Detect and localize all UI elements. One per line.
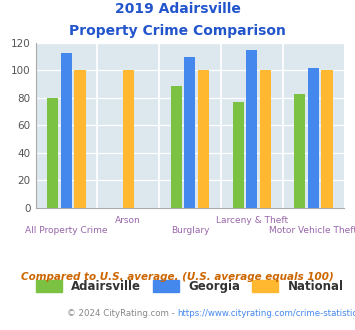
- Legend: Adairsville, Georgia, National: Adairsville, Georgia, National: [32, 277, 348, 297]
- Text: Motor Vehicle Theft: Motor Vehicle Theft: [269, 226, 355, 235]
- Bar: [184, 57, 196, 208]
- Text: Compared to U.S. average. (U.S. average equals 100): Compared to U.S. average. (U.S. average …: [21, 272, 334, 282]
- Bar: [198, 70, 209, 208]
- Text: Larceny & Theft: Larceny & Theft: [215, 216, 288, 225]
- Bar: [308, 68, 319, 208]
- Text: Property Crime Comparison: Property Crime Comparison: [69, 24, 286, 38]
- Bar: [294, 94, 305, 208]
- Bar: [122, 70, 134, 208]
- Bar: [171, 85, 182, 208]
- Bar: [246, 50, 257, 208]
- Text: 2019 Adairsville: 2019 Adairsville: [115, 2, 240, 16]
- Bar: [75, 70, 86, 208]
- Bar: [47, 98, 58, 208]
- Bar: [233, 102, 244, 208]
- Text: Burglary: Burglary: [171, 226, 209, 235]
- Bar: [322, 70, 333, 208]
- Text: https://www.cityrating.com/crime-statistics/: https://www.cityrating.com/crime-statist…: [178, 309, 355, 317]
- Text: © 2024 CityRating.com -: © 2024 CityRating.com -: [67, 309, 178, 317]
- Text: All Property Crime: All Property Crime: [25, 226, 108, 235]
- Bar: [260, 70, 271, 208]
- Text: Arson: Arson: [115, 216, 141, 225]
- Bar: [61, 52, 72, 208]
